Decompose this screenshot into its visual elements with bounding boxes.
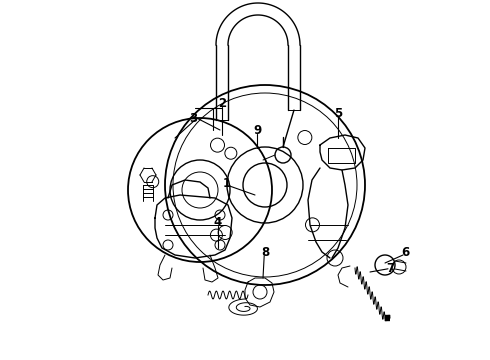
Text: 8: 8 [261, 247, 269, 260]
Text: 1: 1 [223, 176, 231, 189]
Text: 2: 2 [218, 96, 226, 109]
Text: 6: 6 [401, 247, 409, 260]
Text: 5: 5 [334, 107, 342, 120]
Text: 9: 9 [253, 123, 261, 136]
Text: 7: 7 [386, 261, 394, 274]
Text: 4: 4 [214, 216, 222, 229]
Text: 3: 3 [189, 112, 197, 125]
